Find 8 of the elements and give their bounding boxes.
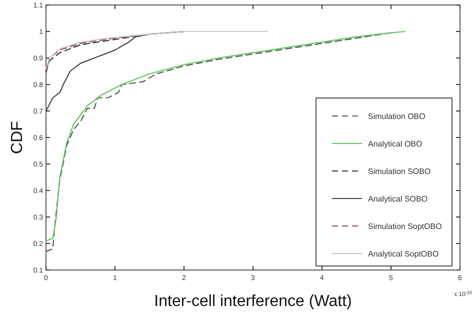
legend-label: Simulation SoptOBO	[368, 222, 442, 231]
legend-label: Analytical SoptOBO	[368, 250, 439, 258]
legend-label: Analytical SOBO	[368, 194, 428, 204]
x-axis-title: Inter-cell interference (Watt)	[154, 293, 352, 310]
legend-label: Simulation OBO	[368, 112, 426, 121]
legend-label: Simulation SOBO	[368, 167, 431, 176]
y-axis-title: CDF	[9, 120, 26, 154]
legend-label: Analytical OBO	[368, 140, 422, 148]
